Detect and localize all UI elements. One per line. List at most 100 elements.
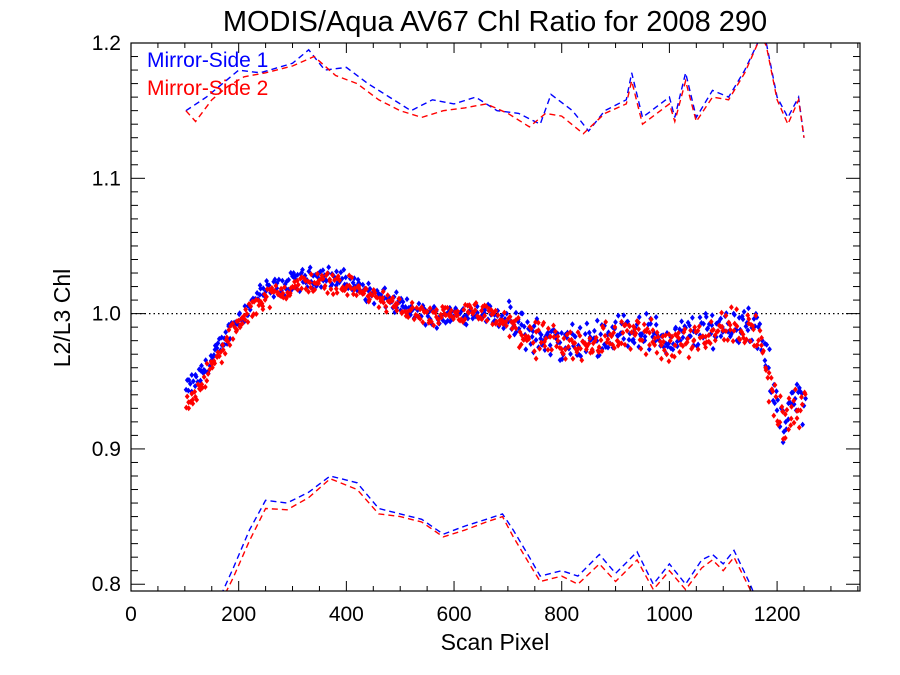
data-point <box>596 344 602 351</box>
data-point <box>427 305 433 312</box>
data-point <box>400 298 406 305</box>
data-point <box>529 333 535 340</box>
data-point <box>305 278 311 285</box>
data-point <box>751 326 756 333</box>
data-point <box>192 388 198 395</box>
data-point <box>239 315 245 322</box>
x-tick-label: 400 <box>329 603 364 626</box>
data-point <box>718 333 724 340</box>
y-tick-label: 1.2 <box>92 32 121 55</box>
data-point <box>555 337 561 344</box>
data-point <box>695 346 701 353</box>
data-point <box>543 335 549 342</box>
data-point <box>654 329 660 336</box>
data-point <box>501 325 506 332</box>
data-point <box>338 269 344 276</box>
data-point <box>638 345 644 352</box>
data-point <box>664 351 670 358</box>
data-point <box>409 299 415 306</box>
data-point <box>536 327 541 334</box>
data-point <box>345 292 350 298</box>
data-point <box>780 408 785 415</box>
data-point <box>538 331 544 338</box>
data-point <box>653 314 659 321</box>
data-point <box>582 331 588 337</box>
data-point <box>473 300 479 306</box>
data-point <box>741 308 747 315</box>
data-point <box>405 314 411 321</box>
data-point <box>709 312 715 319</box>
data-point <box>484 317 490 324</box>
legend-entry-mirror-side-2: Mirror-Side 2 <box>147 77 268 100</box>
y-tick-label: 1.0 <box>92 303 121 326</box>
data-point <box>368 290 373 297</box>
data-point <box>641 321 647 328</box>
data-point <box>416 300 422 307</box>
data-point <box>455 312 461 319</box>
data-point <box>791 419 797 426</box>
data-point <box>793 386 798 393</box>
data-point <box>371 300 377 307</box>
data-point <box>405 308 411 315</box>
data-point <box>403 304 408 310</box>
data-point <box>286 276 291 283</box>
data-point <box>240 320 245 327</box>
data-point <box>186 377 192 383</box>
data-point <box>642 333 648 340</box>
data-point <box>766 398 772 405</box>
data-point <box>602 332 608 339</box>
data-point <box>274 280 280 287</box>
data-point <box>734 323 740 330</box>
data-point <box>587 335 593 342</box>
data-point <box>662 347 667 354</box>
data-point <box>238 322 243 329</box>
data-point <box>509 325 515 332</box>
data-point <box>690 314 695 321</box>
data-point <box>731 327 737 334</box>
data-point <box>697 314 703 321</box>
data-point <box>725 337 731 343</box>
data-point <box>636 319 641 326</box>
data-point <box>746 316 752 322</box>
data-point <box>757 327 763 334</box>
data-point <box>299 285 304 292</box>
data-point <box>214 345 220 351</box>
data-point <box>507 333 512 340</box>
data-point <box>495 312 501 319</box>
x-tick-label: 800 <box>544 603 579 626</box>
data-point <box>622 341 628 348</box>
data-point <box>712 337 718 344</box>
data-point <box>341 266 347 273</box>
data-point <box>328 286 334 293</box>
data-point <box>234 326 240 333</box>
data-point <box>366 280 371 287</box>
data-point <box>322 282 328 289</box>
data-point <box>308 271 314 278</box>
data-point <box>363 296 368 303</box>
data-point <box>686 354 692 361</box>
data-point <box>380 294 385 301</box>
data-point <box>639 337 645 344</box>
data-point <box>215 353 220 360</box>
data-point <box>586 340 592 347</box>
data-point <box>715 328 721 334</box>
data-point <box>621 312 627 319</box>
data-point <box>380 288 386 295</box>
data-point <box>236 317 241 324</box>
data-point <box>223 337 229 344</box>
data-point <box>636 314 642 321</box>
data-point <box>205 370 211 377</box>
data-point <box>320 275 326 282</box>
data-point <box>672 342 678 349</box>
data-point <box>436 316 441 323</box>
data-point <box>225 338 231 345</box>
data-point <box>723 328 729 335</box>
data-point <box>461 306 467 313</box>
data-point <box>326 264 332 271</box>
data-point <box>570 321 575 328</box>
data-point <box>262 291 267 298</box>
data-point <box>385 292 391 299</box>
data-point <box>794 381 800 388</box>
data-point <box>577 324 583 331</box>
data-point <box>643 351 649 358</box>
